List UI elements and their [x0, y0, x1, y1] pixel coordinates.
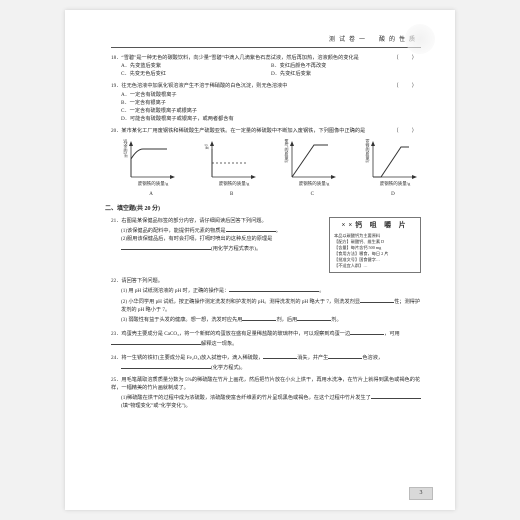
svg-text:废钢铁的质量/g: 废钢铁的质量/g [380, 180, 411, 187]
q23-c: 解释这一现象。 [201, 341, 237, 347]
q22-s3b: 剂，后用 [276, 317, 297, 323]
chart-row: 所残余的pH 废钢铁的质量/g A pH 废钢铁的质量/g B [123, 139, 421, 199]
q22-s2a: (2) 小华同学用 pH 试纸，按正确操作测定洗发剂和护发剂的 pH。测得洗发剂… [121, 299, 360, 305]
q21-s2b: (用化学方程式表示)。 [211, 246, 261, 252]
blank [360, 296, 394, 303]
q22-s3c: 剂。 [331, 317, 341, 323]
seal-watermark [405, 24, 435, 54]
question-24: 24．将一生锈的铁钉(主要成分是 Fe₂O₃)放入試管中，滴入稀硫酸， 消失，并产… [111, 352, 421, 372]
question-20: 20．某市某化工厂用废钢铁和稀硫酸生产硫酸亚铁。在一定量的稀硫酸中不断加入废钢铁… [111, 127, 421, 135]
q18-paren: （ ） [393, 54, 421, 62]
q24-num: 24． [111, 355, 121, 361]
q24-b: 消失，并产生 [297, 355, 328, 361]
q20-paren: （ ） [393, 127, 421, 135]
q24-a: 将一生锈的铁钉(主要成分是 Fe₂O₃)放入試管中，滴入稀硫酸， [121, 355, 263, 361]
svg-text:废钢铁的质量/g: 废钢铁的质量/g [218, 180, 249, 187]
q19-opt-c: C．一定含有硫酸根离子或银离子 [121, 107, 421, 115]
page-header: 测试卷一 酸的性质 [111, 36, 421, 48]
q19-opt-b: B．一定含有银离子 [121, 99, 421, 107]
q18-stem: “雪碧”是一种无色的碳酸饮料，向少量“雪碧”中滴入几滴紫色石蕊试液，然后再加热，… [121, 55, 358, 61]
chart-B: pH 废钢铁的质量/g B [204, 139, 260, 199]
q19-stem: 往无色溶液中加氯化钡溶液产生不溶于稀硝酸的白色沉淀，则无色溶液中 [121, 83, 287, 89]
blank [229, 285, 319, 292]
q21-s1b: 。 [276, 228, 281, 234]
box-title: ××钙 咀 嚼 片 [334, 221, 416, 231]
q19-opt-d: D．可能含有硫酸根离子或银离子，或两者都含有 [121, 115, 421, 123]
q25-s1b: (填“物理变化”或“化学变化”)。 [121, 403, 191, 409]
blank [121, 362, 211, 369]
q23-num: 23． [111, 331, 121, 337]
chart-C: 产生氢气的质量/g 废钢铁的质量/g C [284, 139, 340, 199]
svg-text:产生氢气的质量/g: 产生氢气的质量/g [285, 139, 290, 163]
q19-opt-a: A．一定含有硫酸根离子 [121, 91, 421, 99]
box-l6: 【不适宜人群】… [334, 263, 416, 269]
section-2-title: 二、填空题(共 20 分) [105, 205, 421, 214]
q25-num: 25． [111, 377, 121, 383]
q21-s1a: (1)该保健品的配料中，能提供钙元素的物质是 [121, 228, 226, 234]
q22-stem: 请回答下列问题。 [121, 278, 163, 284]
blank [242, 314, 276, 321]
svg-text:废钢铁的质量/g: 废钢铁的质量/g [138, 180, 169, 187]
q19-paren: （ ） [393, 82, 421, 90]
q22-s1: (1) 用 pH 试纸测溶液的 pH 时，正确的操作是： [121, 288, 229, 294]
q18-opt-a: A．先变蓝后变紫 [121, 62, 271, 70]
exam-page: 测试卷一 酸的性质 18．“雪碧”是一种无色的碳酸饮料，向少量“雪碧”中滴入几滴… [65, 10, 455, 510]
svg-text:硫酸亚铁的质量/g: 硫酸亚铁的质量/g [365, 139, 370, 163]
q25-stem: 用毛笔蘸取溶质质量分数为 5%的稀硫酸在竹片上画花，然后把竹片放在小火上烘干，再… [111, 377, 420, 391]
q21-num: 21． [111, 218, 121, 224]
blank [297, 314, 331, 321]
q18-opt-d: D．先变红后变紫 [271, 70, 421, 78]
svg-text:废钢铁的质量/g: 废钢铁的质量/g [299, 180, 330, 187]
chart-A: 所残余的pH 废钢铁的质量/g A [123, 139, 179, 199]
page-number: 3 [409, 487, 433, 500]
q21-s2a: (2)服用该保健品后，有时会打嗝，打嗝时喷出的这种反应的原理是 [121, 236, 272, 242]
q19-num: 19． [111, 83, 121, 89]
supplement-label-box: ××钙 咀 嚼 片 本品以碳酸钙为主要原料 【配方】碳酸钙、维生素 D 【含量】… [329, 217, 421, 273]
blank [350, 328, 384, 335]
question-22: 22．请回答下列问题。 (1) 用 pH 试纸测溶液的 pH 时，正确的操作是：… [111, 277, 421, 323]
q18-opt-c: C．先变无色后变红 [121, 70, 271, 78]
svg-text:pH: pH [204, 144, 209, 149]
question-18: 18．“雪碧”是一种无色的碳酸饮料，向少量“雪碧”中滴入几滴紫色石蕊试液，然后再… [111, 54, 421, 78]
q23-a: 鸡蛋壳主要成分是 CaCO₃，将一个新鲜的鸡蛋放在盛有足量稀盐酸的玻璃杯中，可以… [121, 331, 350, 337]
blank [263, 352, 297, 359]
question-19: 19．往无色溶液中加氯化钡溶液产生不溶于稀硝酸的白色沉淀，则无色溶液中 （ ） … [111, 82, 421, 122]
q18-opt-b: B．变红后颜色不再改变 [271, 62, 421, 70]
q18-num: 18． [111, 55, 121, 61]
q23-b: ，可用 [384, 331, 400, 337]
question-25: 25．用毛笔蘸取溶质质量分数为 5%的稀硫酸在竹片上画花，然后把竹片放在小火上烘… [111, 376, 421, 410]
blank [226, 225, 276, 232]
q22-s3a: (3) 弱酸性有益于头发的健康。想一想，洗发时应先用 [121, 317, 242, 323]
q20-num: 20． [111, 128, 121, 134]
blank [111, 338, 201, 345]
q22-num: 22． [111, 278, 121, 284]
svg-text:所残余的pH: 所残余的pH [124, 139, 129, 158]
q24-d: (化学方程式)。 [211, 365, 246, 371]
blank [121, 243, 211, 250]
q20-stem: 某市某化工厂用废钢铁和稀硫酸生产硫酸亚铁。在一定量的稀硫酸中不断加入废钢铁，下列… [121, 128, 365, 134]
q21-stem: 右图是某保健品标签的部分内容，请仔细阅读后回答下列问题。 [121, 218, 266, 224]
q24-c: 色溶液， [362, 355, 383, 361]
blank [371, 392, 421, 399]
chart-D: 硫酸亚铁的质量/g 废钢铁的质量/g D [365, 139, 421, 199]
blank [328, 352, 362, 359]
question-23: 23．鸡蛋壳主要成分是 CaCO₃，将一个新鲜的鸡蛋放在盛有足量稀盐酸的玻璃杯中… [111, 328, 421, 348]
q25-s1a: (1)稀硫酸在烘干的过程中成为浓硫酸，浓硫酸使富含纤维素的竹片呈现黑色或褐色，在… [121, 395, 371, 401]
